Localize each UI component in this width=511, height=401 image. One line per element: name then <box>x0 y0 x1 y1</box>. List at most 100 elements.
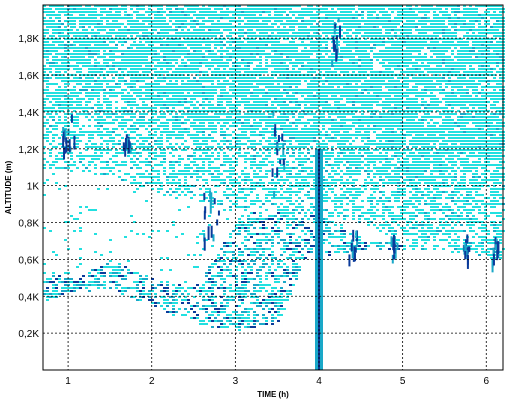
echo-cell <box>175 17 178 19</box>
echo-cell <box>73 11 76 13</box>
echo-cell <box>205 137 208 139</box>
echo-cell <box>61 134 64 136</box>
echo-cell <box>199 131 202 133</box>
echo-cell <box>217 77 220 79</box>
echo-cell <box>226 50 229 52</box>
echo-cell <box>283 116 286 118</box>
echo-cell <box>67 8 70 10</box>
echo-cell <box>157 146 160 148</box>
echo-cell <box>247 206 250 208</box>
echo-cell <box>88 101 91 103</box>
echo-cell <box>181 191 184 193</box>
echo-cell <box>295 227 298 229</box>
echo-cell <box>82 134 85 136</box>
echo-cell <box>190 113 193 115</box>
echo-cell <box>247 311 250 313</box>
echo-cell <box>52 5 55 7</box>
echo-cell <box>268 107 271 109</box>
echo-cell <box>238 92 241 94</box>
echo-cell <box>232 86 235 88</box>
echo-cell <box>142 47 145 49</box>
echo-cell <box>130 68 133 70</box>
echo-cell <box>229 113 232 115</box>
echo-cell <box>118 86 121 88</box>
echo-cell <box>100 266 103 268</box>
echo-cell <box>145 53 148 55</box>
echo-cell <box>67 284 70 286</box>
echo-cell <box>112 41 115 43</box>
echo-cell <box>289 290 292 292</box>
echo-cell <box>199 11 202 13</box>
echo-cell <box>160 137 163 139</box>
echo-cell <box>211 77 214 79</box>
echo-cell <box>214 47 217 49</box>
echo-cell <box>91 95 94 97</box>
echo-cell <box>304 122 307 124</box>
echo-cell <box>262 221 265 223</box>
echo-cell <box>91 281 94 283</box>
echo-cell <box>190 11 193 13</box>
echo-cell <box>97 269 100 271</box>
echo-cell <box>214 308 217 310</box>
echo-cell <box>238 227 241 229</box>
echo-cell <box>226 188 229 190</box>
echo-cell <box>235 224 238 226</box>
echo-cell <box>172 131 175 133</box>
echo-cell <box>268 146 271 148</box>
echo-cell <box>217 8 220 10</box>
echo-cell <box>199 53 202 55</box>
echo-cell <box>220 308 223 310</box>
echo-cell <box>268 20 271 22</box>
echo-cell <box>262 104 265 106</box>
echo-cell <box>292 56 295 58</box>
echo-cell <box>97 62 100 64</box>
echo-cell <box>250 293 253 295</box>
echo-cell <box>259 68 262 70</box>
echo-cell <box>268 284 271 286</box>
echo-cell <box>289 110 292 112</box>
echo-cell <box>160 86 163 88</box>
echo-cell <box>256 86 259 88</box>
echo-cell <box>259 239 262 241</box>
echo-cell <box>64 86 67 88</box>
echo-cell <box>280 194 283 196</box>
echo-cell <box>277 161 280 163</box>
echo-cell <box>181 122 184 124</box>
echo-cell <box>100 41 103 43</box>
echo-cell <box>139 137 142 139</box>
echo-cell <box>166 89 169 91</box>
echo-cell <box>151 278 154 280</box>
echo-cell <box>85 104 88 106</box>
echo-cell <box>259 254 262 256</box>
echo-cell <box>208 50 211 52</box>
echo-cell <box>73 110 76 112</box>
echo-cell <box>175 20 178 22</box>
echo-cell <box>157 77 160 79</box>
echo-cell <box>274 152 277 154</box>
echo-cell <box>253 101 256 103</box>
echo-cell <box>199 116 202 118</box>
echo-cell <box>271 107 274 109</box>
echo-cell <box>253 251 256 253</box>
echo-cell <box>43 53 46 55</box>
echo-cell <box>262 32 265 34</box>
echo-cell <box>262 314 265 316</box>
echo-cell <box>280 128 283 130</box>
echo-cell <box>268 83 271 85</box>
echo-cell <box>286 17 289 19</box>
echo-cell <box>292 23 295 25</box>
echo-cell <box>79 20 82 22</box>
echo-cell <box>307 191 310 193</box>
echo-cell <box>202 152 205 154</box>
echo-cell <box>304 113 307 115</box>
echo-cell <box>112 77 115 79</box>
echo-cell <box>178 32 181 34</box>
echo-cell <box>223 311 226 313</box>
echo-cell <box>250 113 253 115</box>
echo-cell <box>94 110 97 112</box>
echo-cell <box>289 11 292 13</box>
echo-cell <box>202 110 205 112</box>
echo-cell <box>163 113 166 115</box>
echo-cell <box>202 107 205 109</box>
echo-cell <box>67 41 70 43</box>
